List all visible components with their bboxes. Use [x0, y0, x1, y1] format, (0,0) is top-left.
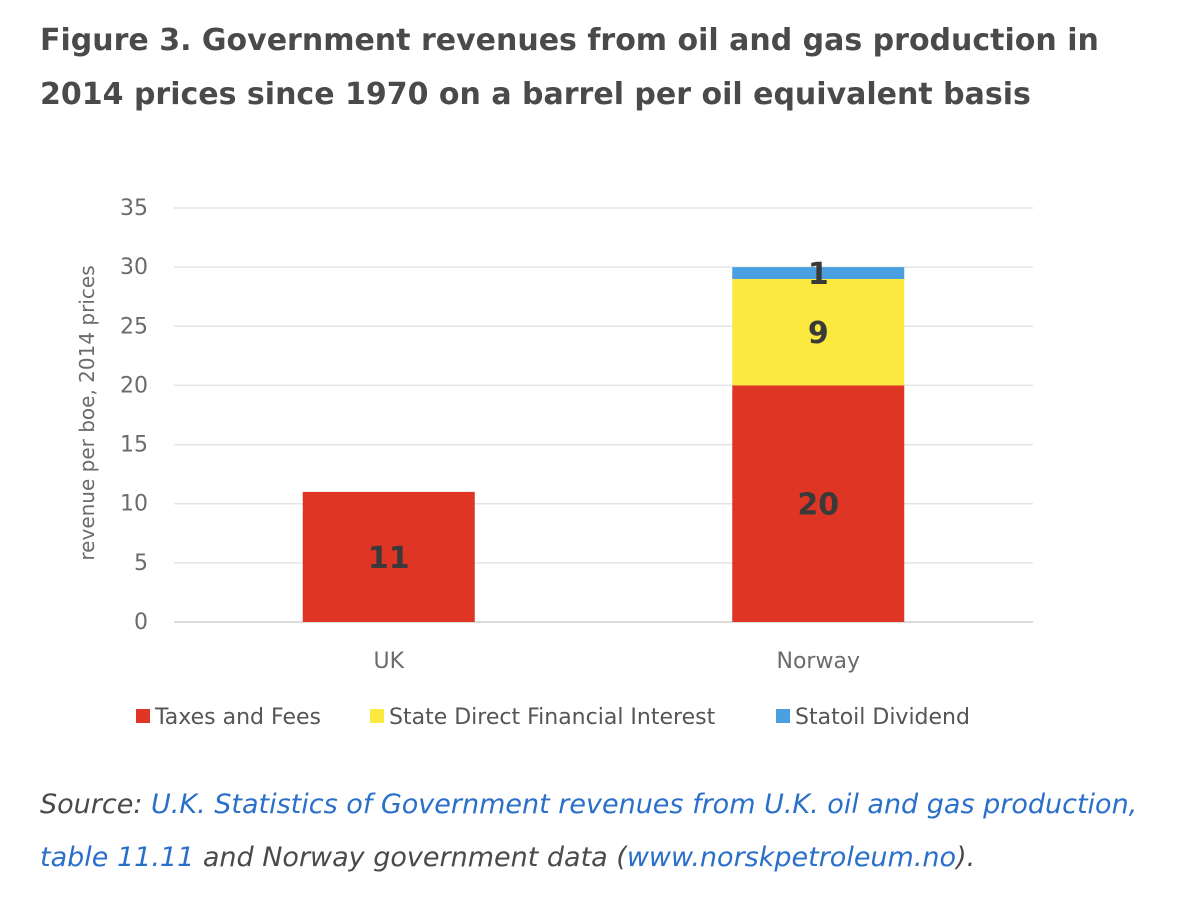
- x-tick-label: Norway: [777, 649, 860, 674]
- uk-statistics-link[interactable]: U.K. Statistics of Government revenues f…: [40, 789, 1138, 873]
- legend-label: State Direct Financial Interest: [389, 705, 716, 730]
- data-label: 11: [368, 541, 410, 576]
- data-label: 9: [808, 316, 829, 351]
- data-label: 1: [808, 257, 829, 292]
- bar-segment: [732, 278, 905, 386]
- x-tick-label: UK: [373, 649, 404, 674]
- y-tick-label: 20: [120, 373, 148, 398]
- y-axis-label: revenue per boe, 2014 prices: [75, 265, 99, 560]
- bars: 11 20 9 1: [302, 257, 905, 622]
- y-tick-label: 10: [120, 492, 148, 517]
- source-note: Source: U.K. Statistics of Government re…: [40, 778, 1180, 884]
- stacked-bar-chart: 0 5 10 15 20 25 30 35 11 20 9 1 UK Norway Taxes and…: [75, 196, 1033, 730]
- data-label: 20: [797, 488, 839, 523]
- source-prefix: Source:: [40, 789, 152, 820]
- y-tick-label: 15: [120, 433, 148, 458]
- bar-segment: [732, 267, 905, 279]
- legend-swatch: [370, 709, 384, 723]
- y-tick-label: 25: [120, 314, 148, 339]
- legend-swatch: [776, 709, 790, 723]
- norskpetroleum-link[interactable]: www.norskpetroleum.no: [626, 842, 957, 873]
- figure-title: Figure 3. Government revenues from oil a…: [40, 23, 1099, 112]
- y-tick-label: 30: [120, 255, 148, 280]
- legend-label: Taxes and Fees: [154, 705, 321, 730]
- source-middle: and Norway government data (: [194, 842, 627, 873]
- bar-segment: [302, 491, 475, 622]
- legend-swatch: [136, 709, 150, 723]
- source-suffix: ).: [956, 842, 976, 873]
- y-tick-label: 0: [134, 610, 148, 635]
- y-axis-ticks: 0 5 10 15 20 25 30 35: [120, 196, 148, 635]
- legend-label: Statoil Dividend: [795, 705, 970, 730]
- y-tick-label: 5: [134, 551, 148, 576]
- bar-segment: [732, 385, 905, 622]
- y-tick-label: 35: [120, 196, 148, 221]
- x-axis-ticks: UK Norway: [373, 649, 860, 674]
- legend: Taxes and Fees State Direct Financial Int…: [136, 705, 970, 730]
